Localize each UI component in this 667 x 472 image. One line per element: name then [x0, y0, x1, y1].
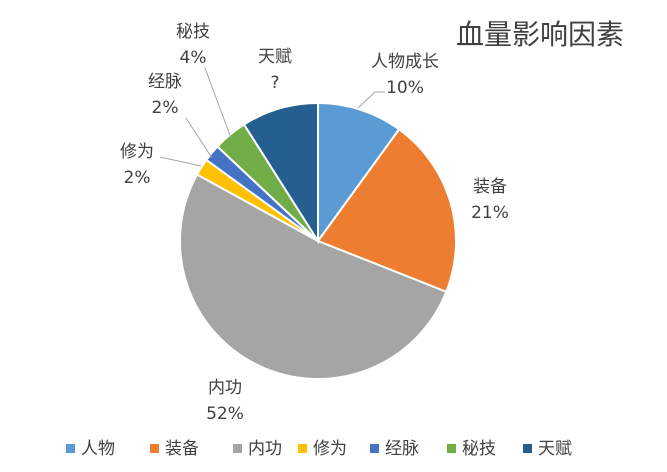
legend-swatch	[66, 444, 75, 453]
legend-swatch	[447, 444, 456, 453]
data-label-value: 4%	[180, 48, 207, 68]
legend-swatch	[370, 444, 379, 453]
legend-swatch	[298, 444, 307, 453]
pie-slice	[317, 101, 401, 245]
leader-line	[204, 67, 232, 139]
legend-swatch	[150, 444, 159, 453]
legend-label: 天赋	[538, 439, 572, 459]
data-label-value: 10%	[386, 78, 424, 98]
data-label-value: 52%	[206, 404, 244, 424]
chart-title: 血量影响因素	[456, 18, 624, 51]
legend-swatch	[233, 444, 242, 453]
legend-label: 人物	[81, 439, 115, 459]
leader-line	[357, 91, 385, 109]
pie-slice	[179, 173, 448, 380]
legend-label: 秘技	[462, 439, 496, 459]
data-label-name: 经脉	[148, 72, 182, 92]
data-label-name: 人物成长	[371, 52, 439, 72]
leader-line	[185, 117, 213, 159]
legend-label: 修为	[313, 439, 347, 459]
data-label-name: 内功	[208, 378, 242, 398]
pie-slice	[316, 127, 457, 294]
legend-label: 装备	[165, 439, 199, 459]
pie-slice	[242, 101, 319, 245]
data-label-value: 21%	[471, 203, 509, 223]
data-label-value: 2%	[152, 98, 179, 118]
data-label-name: 装备	[473, 177, 507, 197]
leader-line	[159, 156, 202, 167]
legend-label: 内功	[248, 439, 282, 459]
legend-label: 经脉	[385, 439, 419, 459]
legend-swatch	[523, 444, 532, 453]
data-label-value: 2%	[124, 168, 151, 188]
data-label-name: 修为	[120, 142, 154, 162]
data-label-name: 天赋	[258, 47, 292, 67]
data-label-name: 秘技	[176, 22, 210, 42]
data-label-value: ?	[270, 73, 279, 93]
